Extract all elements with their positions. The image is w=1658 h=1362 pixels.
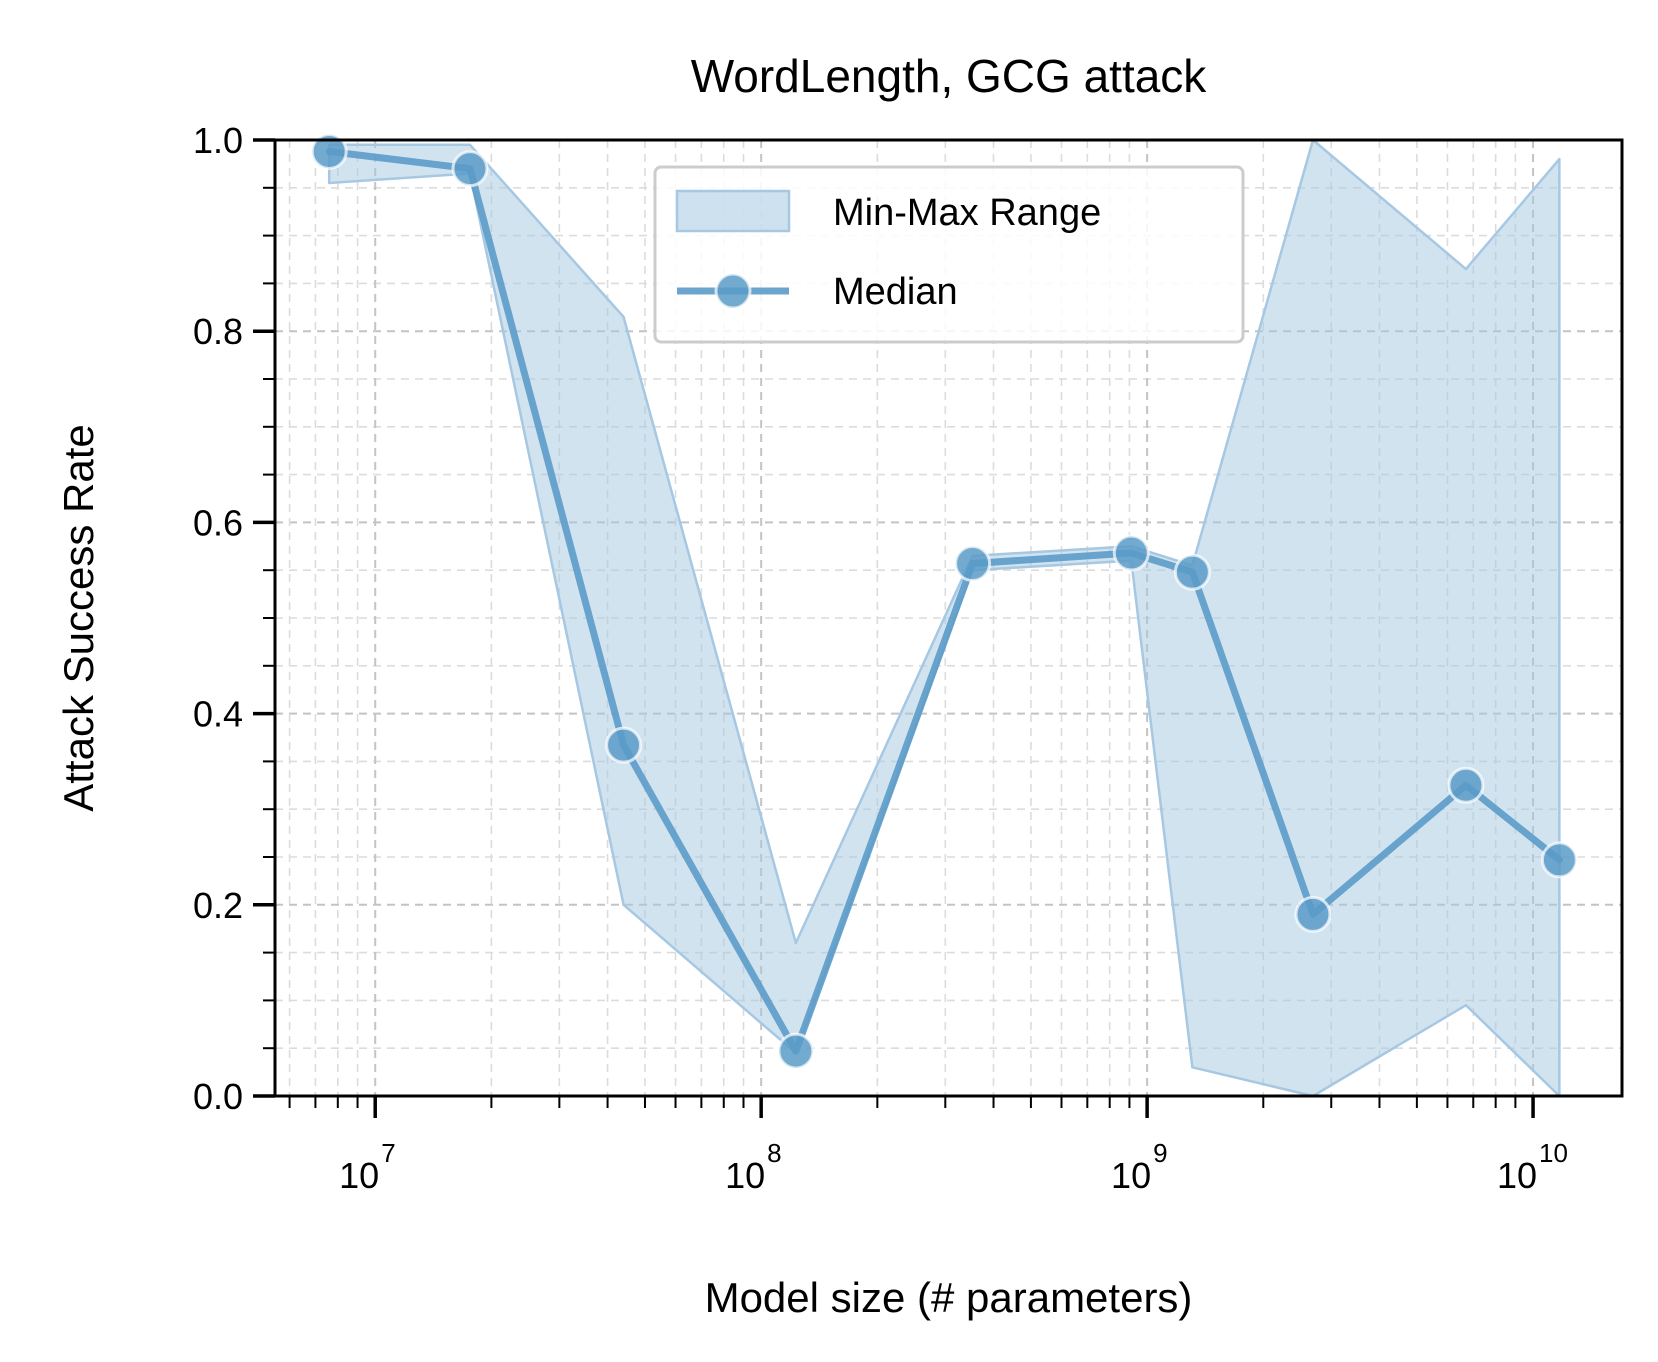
x-tick-exponent: 7 (381, 1138, 395, 1168)
y-tick-label: 0.0 (193, 1076, 243, 1117)
x-tick-label: 107 (339, 1138, 396, 1196)
median-point (451, 150, 489, 188)
legend: Min-Max Range Median (653, 165, 1245, 344)
x-tick-exponent: 8 (767, 1138, 781, 1168)
legend-box (653, 165, 1245, 344)
median-polyline (325, 147, 1563, 1055)
chart-title: WordLength, GCG attack (691, 50, 1208, 102)
median-point (310, 132, 348, 170)
median-point (605, 726, 643, 764)
x-tick-base: 10 (725, 1155, 765, 1196)
y-tick-label: 1.0 (193, 120, 243, 161)
median-point (1294, 895, 1332, 933)
median-point (954, 545, 992, 583)
y-tick-label: 0.4 (193, 694, 243, 735)
median-point (1540, 841, 1578, 879)
x-axis-label: Model size (# parameters) (705, 1274, 1193, 1321)
median-point (1447, 766, 1485, 804)
x-tick-base: 10 (1497, 1155, 1537, 1196)
x-tick-label: 108 (725, 1138, 782, 1196)
legend-band-swatch (675, 189, 791, 233)
y-tick-label: 0.6 (193, 502, 243, 543)
median-point (1173, 553, 1211, 591)
y-tick-label: 0.8 (193, 311, 243, 352)
x-tick-base: 10 (339, 1155, 379, 1196)
y-tick-label: 0.2 (193, 885, 243, 926)
x-tick-label: 109 (1111, 1138, 1168, 1196)
x-tick-base: 10 (1111, 1155, 1151, 1196)
y-axis-label: Attack Success Rate (55, 424, 102, 812)
median-line (325, 147, 1563, 1055)
x-tick-exponent: 10 (1539, 1138, 1568, 1168)
legend-marker-swatch (714, 272, 752, 310)
x-tick-exponent: 9 (1153, 1138, 1167, 1168)
median-point (777, 1032, 815, 1070)
legend-line-label: Median (833, 271, 958, 313)
median-point (1112, 534, 1150, 572)
legend-band-label: Min-Max Range (833, 192, 1101, 234)
median-points (310, 132, 1578, 1070)
